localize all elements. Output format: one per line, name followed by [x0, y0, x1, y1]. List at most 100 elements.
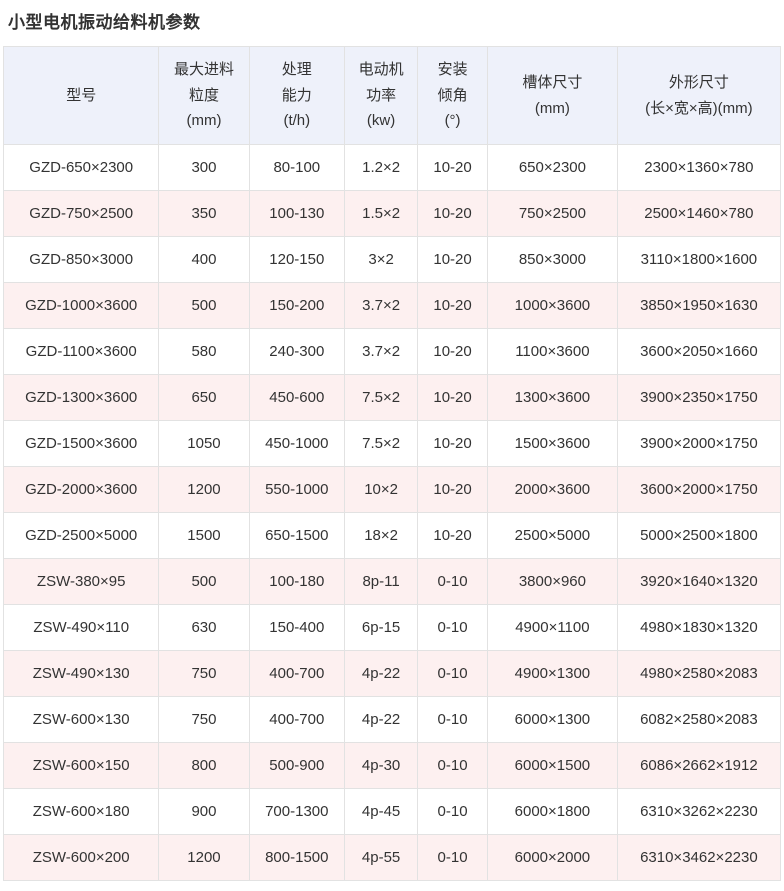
table-cell: 750 [158, 696, 250, 743]
table-cell: 6000×1300 [487, 696, 618, 743]
table-cell: 2500×1460×780 [616, 190, 782, 237]
table-cell: 2300×1360×780 [616, 144, 782, 191]
table-cell: 580 [158, 328, 250, 375]
table-cell: 1500×3600 [487, 420, 618, 467]
table-cell: 400-700 [248, 650, 346, 697]
table-cell: 6086×2662×1912 [616, 742, 782, 789]
table-cell: 7.5×2 [344, 420, 419, 467]
table-cell: 10-20 [417, 190, 489, 237]
table-cell: 1100×3600 [487, 328, 618, 375]
table-cell: 10-20 [417, 144, 489, 191]
table-cell: 500 [158, 282, 250, 329]
table-cell: ZSW-600×130 [2, 696, 160, 743]
table-cell: 4980×1830×1320 [616, 604, 782, 651]
table-cell: 10-20 [417, 328, 489, 375]
table-row: GZD-1500×3600 1050 450-1000 7.5×2 10-20 1500×… [2, 420, 782, 467]
spec-table: 型号 最大进料 粒度 (mm) 处理 能力 (t/h) 电动机 功率 (kw) 安装 倾… [2, 46, 782, 881]
table-row: ZSW-600×180 900 700-1300 4p-45 0-10 6000×1800… [2, 788, 782, 835]
table-row: ZSW-380×95 500 100-180 8p-11 0-10 3800×960 392… [2, 558, 782, 605]
table-cell: GZD-2500×5000 [2, 512, 160, 559]
table-cell: 400 [158, 236, 250, 283]
table-cell: 1050 [158, 420, 250, 467]
table-cell: 630 [158, 604, 250, 651]
table-cell: ZSW-600×180 [2, 788, 160, 835]
table-cell: 4p-22 [344, 696, 419, 743]
table-cell: 100-130 [248, 190, 346, 237]
table-header: 型号 最大进料 粒度 (mm) 处理 能力 (t/h) 电动机 功率 (kw) 安装 倾… [2, 46, 782, 145]
table-row: GZD-1300×3600 650 450-600 7.5×2 10-20 1300×36… [2, 374, 782, 421]
table-cell: 500 [158, 558, 250, 605]
column-header-0: 型号 [2, 46, 160, 145]
table-cell: 8p-11 [344, 558, 419, 605]
table-cell: 500-900 [248, 742, 346, 789]
table-cell: 700-1300 [248, 788, 346, 835]
table-cell: 0-10 [417, 696, 489, 743]
table-cell: ZSW-600×150 [2, 742, 160, 789]
page-title: 小型电机振动给料机参数 [8, 13, 201, 32]
table-cell: 850×3000 [487, 236, 618, 283]
table-row: ZSW-600×150 800 500-900 4p-30 0-10 6000×1500 6… [2, 742, 782, 789]
table-body: GZD-650×2300 300 80-100 1.2×2 10-20 650×2300 2… [2, 144, 782, 881]
table-cell: 3.7×2 [344, 328, 419, 375]
table-cell: 0-10 [417, 788, 489, 835]
table-cell: 350 [158, 190, 250, 237]
table-cell: 3.7×2 [344, 282, 419, 329]
table-cell: 300 [158, 144, 250, 191]
table-cell: 1000×3600 [487, 282, 618, 329]
table-cell: 18×2 [344, 512, 419, 559]
column-header-5: 槽体尺寸 (mm) [487, 46, 618, 145]
table-row: GZD-1000×3600 500 150-200 3.7×2 10-20 1000×36… [2, 282, 782, 329]
table-row: ZSW-600×200 1200 800-1500 4p-55 0-10 6000×200… [2, 834, 782, 881]
table-row: GZD-2500×5000 1500 650-1500 18×2 10-20 2500×5… [2, 512, 782, 559]
table-cell: 3600×2050×1660 [616, 328, 782, 375]
table-cell: 1.2×2 [344, 144, 419, 191]
table-cell: 0-10 [417, 558, 489, 605]
table-cell: 7.5×2 [344, 374, 419, 421]
table-cell: 6082×2580×2083 [616, 696, 782, 743]
table-cell: 2000×3600 [487, 466, 618, 513]
table-cell: 3600×2000×1750 [616, 466, 782, 513]
table-cell: 750 [158, 650, 250, 697]
table-cell: 10×2 [344, 466, 419, 513]
table-cell: 4p-45 [344, 788, 419, 835]
table-cell: 3110×1800×1600 [616, 236, 782, 283]
table-cell: GZD-1500×3600 [2, 420, 160, 467]
table-cell: ZSW-380×95 [2, 558, 160, 605]
table-cell: 1.5×2 [344, 190, 419, 237]
table-cell: 4p-55 [344, 834, 419, 881]
table-cell: 10-20 [417, 282, 489, 329]
table-cell: 1300×3600 [487, 374, 618, 421]
table-cell: 120-150 [248, 236, 346, 283]
table-cell: 10-20 [417, 420, 489, 467]
table-cell: 3900×2000×1750 [616, 420, 782, 467]
table-cell: 3920×1640×1320 [616, 558, 782, 605]
table-cell: GZD-850×3000 [2, 236, 160, 283]
table-cell: 650 [158, 374, 250, 421]
table-cell: 10-20 [417, 466, 489, 513]
table-cell: GZD-2000×3600 [2, 466, 160, 513]
table-cell: ZSW-600×200 [2, 834, 160, 881]
table-cell: 5000×2500×1800 [616, 512, 782, 559]
table-cell: 4p-30 [344, 742, 419, 789]
table-cell: 80-100 [248, 144, 346, 191]
table-cell: 800-1500 [248, 834, 346, 881]
table-cell: 650-1500 [248, 512, 346, 559]
table-cell: 6p-15 [344, 604, 419, 651]
table-cell: 0-10 [417, 742, 489, 789]
table-cell: GZD-1300×3600 [2, 374, 160, 421]
table-row: GZD-850×3000 400 120-150 3×2 10-20 850×3000 31… [2, 236, 782, 283]
table-cell: 3850×1950×1630 [616, 282, 782, 329]
table-cell: GZD-1100×3600 [2, 328, 160, 375]
table-cell: 550-1000 [248, 466, 346, 513]
table-cell: 4p-22 [344, 650, 419, 697]
table-cell: 2500×5000 [487, 512, 618, 559]
table-cell: 1500 [158, 512, 250, 559]
table-cell: ZSW-490×130 [2, 650, 160, 697]
table-cell: 800 [158, 742, 250, 789]
table-cell: 1200 [158, 466, 250, 513]
table-cell: 4900×1100 [487, 604, 618, 651]
table-cell: 4980×2580×2083 [616, 650, 782, 697]
table-row: GZD-750×2500 350 100-130 1.5×2 10-20 750×2500… [2, 190, 782, 237]
table-cell: GZD-1000×3600 [2, 282, 160, 329]
